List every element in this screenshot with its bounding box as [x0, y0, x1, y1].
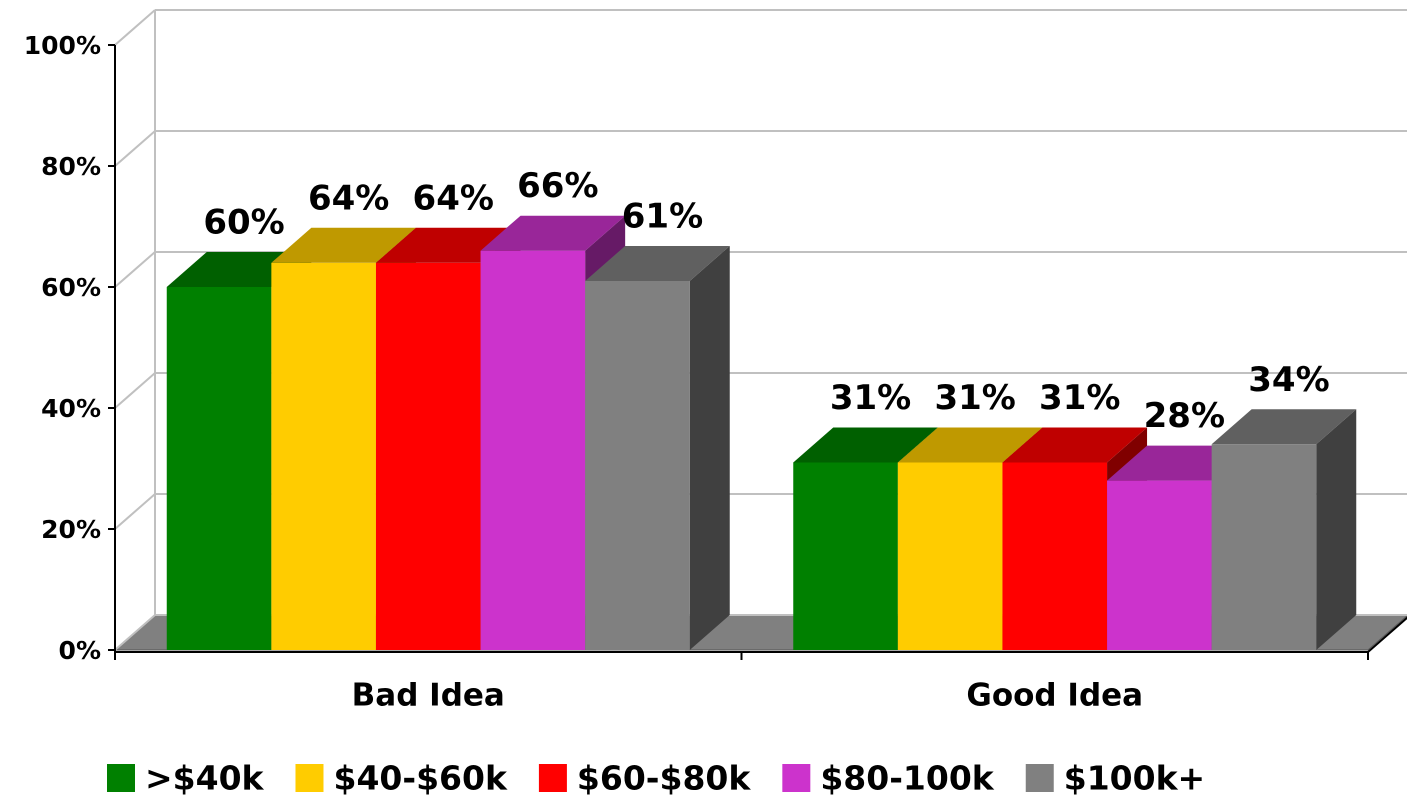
data-label: 31% [934, 378, 1015, 418]
y-tick-label: 0% [59, 636, 101, 665]
y-tick-label: 100% [24, 31, 101, 60]
legend-label: $80-100k [820, 759, 994, 797]
grid-side [114, 251, 156, 288]
bar [1211, 444, 1317, 650]
bar-top [480, 215, 626, 251]
bar-top [271, 227, 416, 263]
x-tick-label: Bad Idea [352, 678, 505, 714]
data-label: 64% [413, 178, 494, 218]
y-tick-label: 80% [41, 152, 101, 181]
legend-swatch [538, 764, 567, 792]
legend-label: $40-$60k [333, 759, 507, 797]
legend-swatch [295, 764, 324, 792]
grid-side [114, 9, 156, 46]
bar [480, 250, 586, 650]
data-label: 64% [308, 178, 389, 218]
legend-swatch [782, 764, 811, 792]
bar [375, 262, 481, 650]
data-label: 66% [517, 166, 598, 206]
bar [793, 462, 898, 650]
legend-label: $100k+ [1064, 759, 1205, 797]
bar [271, 262, 376, 650]
bar [585, 280, 690, 650]
x-axis-depth [1367, 616, 1407, 653]
legend-swatch [107, 764, 135, 792]
bar-top [793, 427, 938, 463]
bar-side [1316, 409, 1357, 650]
grid-side [114, 614, 156, 651]
bar [1002, 462, 1108, 650]
data-label: 34% [1248, 360, 1329, 400]
bar [897, 462, 1003, 650]
bar-top [585, 245, 730, 281]
bar-top [897, 427, 1043, 463]
grid-side [114, 493, 156, 530]
bar [166, 287, 272, 650]
legend-label: >$40k [145, 759, 265, 797]
y-tick-label: 40% [41, 394, 101, 423]
data-label: 28% [1144, 396, 1225, 436]
y-tick-label: 20% [41, 515, 101, 544]
grid-side [114, 130, 156, 167]
legend-label: $60-$80k [577, 759, 751, 797]
bar-side [689, 245, 730, 650]
bar-top [1211, 409, 1357, 445]
data-label: 61% [622, 196, 703, 236]
data-label: 60% [203, 203, 284, 243]
data-label: 31% [1039, 378, 1120, 418]
y-tick-label: 60% [41, 273, 101, 302]
legend-swatch [1025, 764, 1054, 792]
grid-side [114, 372, 156, 409]
data-label: 31% [830, 378, 911, 418]
x-tick-label: Good Idea [966, 678, 1143, 714]
bar-top [1002, 427, 1148, 463]
bar [1107, 480, 1212, 650]
